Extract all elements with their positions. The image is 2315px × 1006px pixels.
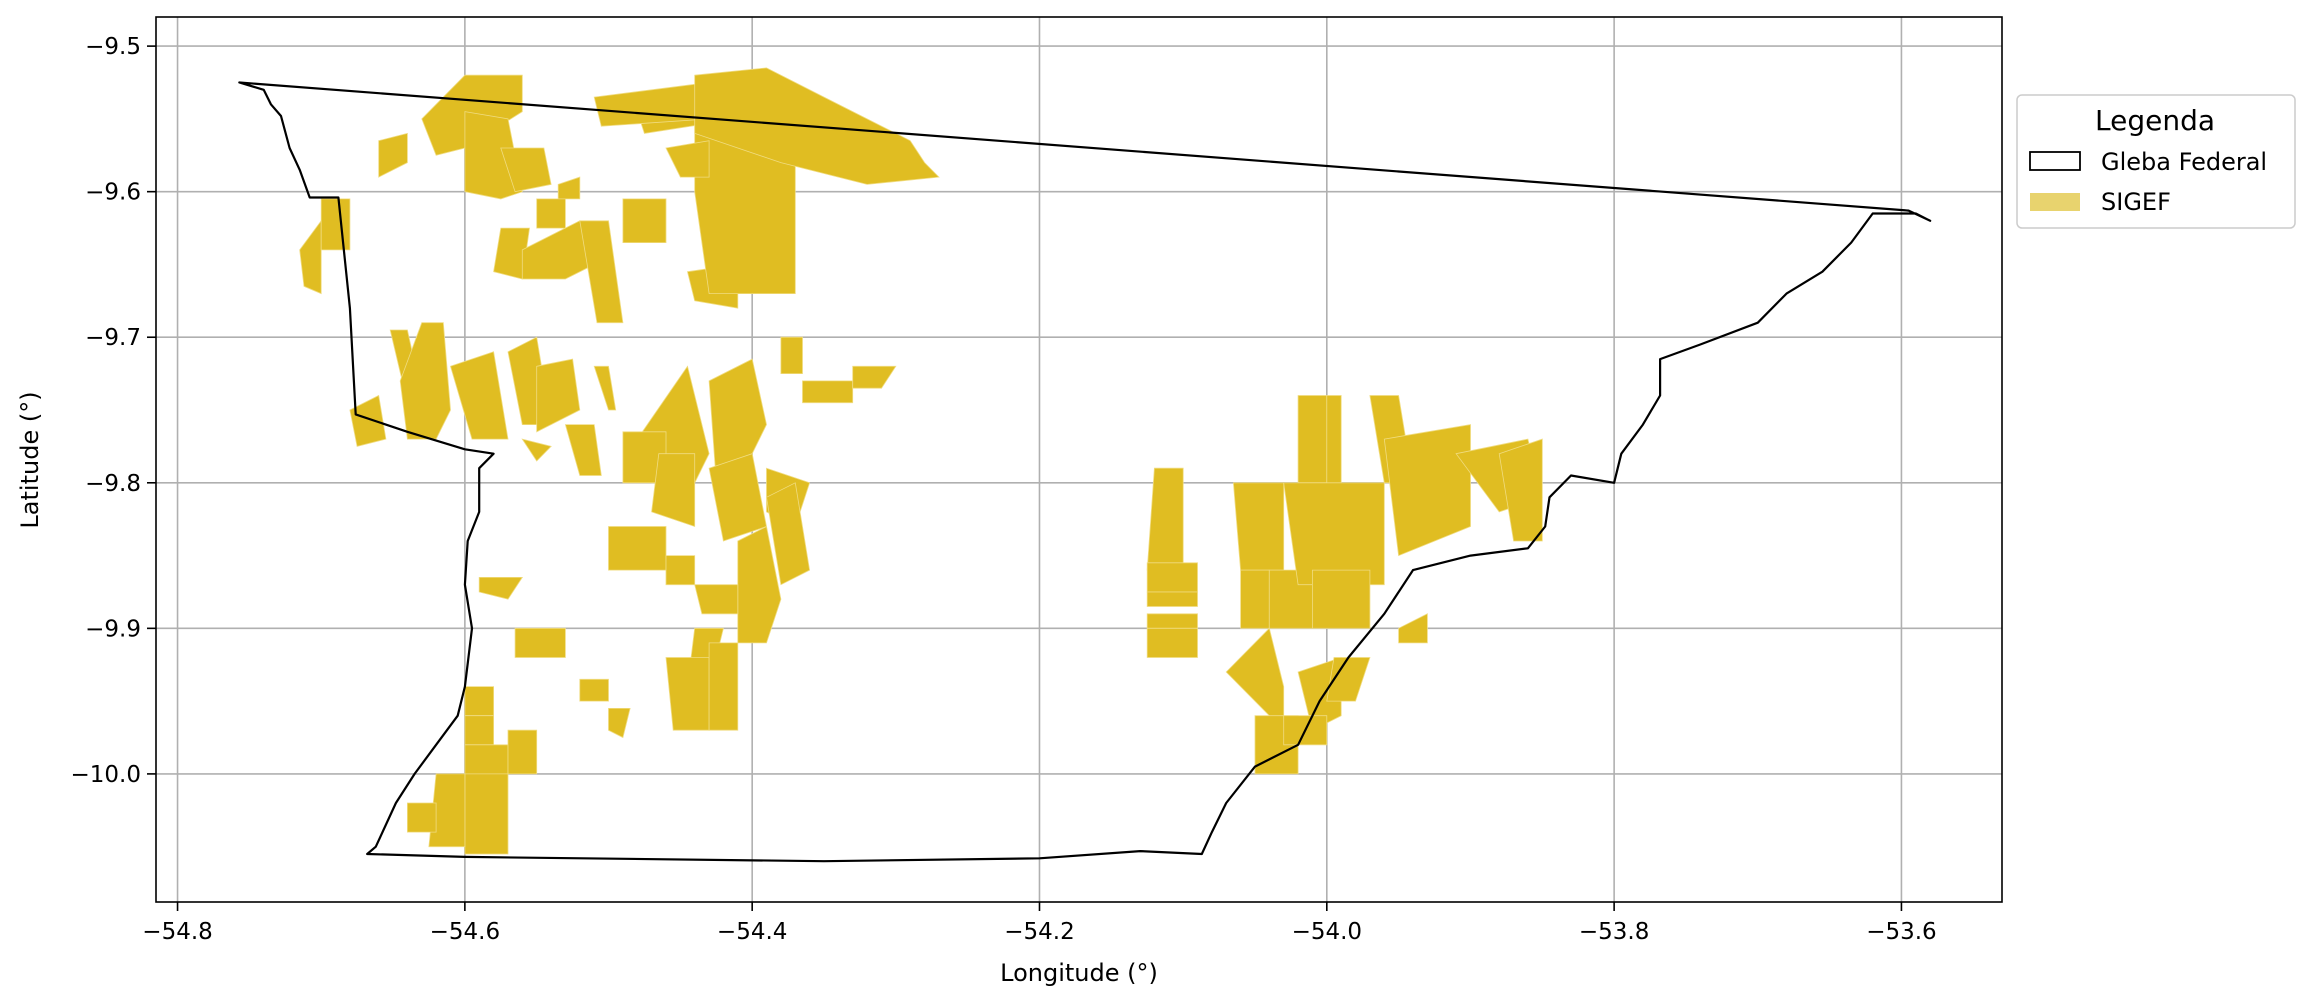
x-tick-label-6: −53.6: [1866, 919, 1936, 945]
sigef-parcel-10: [579, 220, 624, 324]
x-tick-label-3: −54.2: [1004, 919, 1074, 945]
sigef-parcel-73: [1297, 656, 1342, 731]
axis-ticks: −54.8 −54.6 −54.4 −54.2 −54.0 −53.8 −53.6 −9.5 −…: [71, 34, 1937, 945]
sigef-parcel-2: [464, 111, 523, 200]
sigef-parcel-15: [665, 140, 710, 178]
legend-gleba-swatch: [2029, 151, 2081, 171]
sigef-parcel-71: [1225, 627, 1285, 732]
x-tick-label-1: −54.6: [430, 919, 500, 945]
sigef-parcel-28: [593, 365, 617, 411]
legend-gleba-label: Gleba Federal: [2101, 148, 2267, 176]
sigef-parcel-40: [694, 584, 739, 615]
sigef-parcel-63: [1297, 395, 1328, 484]
sigef-parcel-36: [608, 526, 667, 571]
y-tick-label-2: −9.7: [85, 325, 141, 351]
sigef-parcel-47: [608, 708, 631, 739]
sigef-parcel-6: [320, 198, 351, 251]
plot-frame: [155, 16, 2003, 903]
sigef-parcel-3: [500, 147, 552, 193]
sigef-parcel-18: [780, 336, 803, 375]
sigef-parcel-22: [399, 322, 451, 440]
y-axis-label: Latitude (°): [16, 391, 44, 528]
legend: Legenda Gleba Federal SIGEF: [2016, 94, 2296, 229]
sigef-parcel-54: [507, 729, 538, 775]
sigef-parcel-1: [378, 132, 408, 178]
x-tick-label-2: −54.4: [717, 919, 787, 945]
sigef-parcel-44: [478, 577, 524, 600]
sigef-parcel-5: [299, 219, 322, 295]
sigef-parcel-45: [514, 627, 566, 658]
sigef-parcel-39: [766, 482, 811, 586]
x-tick-label-4: −54.0: [1292, 919, 1362, 945]
sigef-parcel-27: [521, 438, 552, 462]
sigef-parcel-56: [1146, 562, 1198, 593]
sigef-layer: [299, 67, 1543, 855]
sigef-parcel-43: [708, 642, 739, 731]
gleba-federal-layer: [238, 81, 1932, 863]
sigef-parcel-61: [1240, 569, 1270, 629]
sigef-parcel-68: [1383, 424, 1471, 557]
x-tick-label-0: −54.8: [142, 919, 212, 945]
sigef-parcel-8: [521, 220, 595, 280]
y-tick-label-4: −9.9: [85, 616, 141, 642]
sigef-parcel-49: [464, 715, 495, 746]
sigef-parcel-48: [464, 686, 495, 717]
sigef-parcel-38: [737, 525, 782, 644]
sigef-parcel-26: [536, 358, 581, 433]
x-axis-label: Longitude (°): [1000, 959, 1158, 987]
sigef-parcel-53: [406, 802, 437, 833]
sigef-parcel-70: [1498, 438, 1543, 542]
sigef-parcel-46: [579, 678, 609, 702]
y-tick-label-3: −9.8: [85, 471, 141, 497]
sigef-parcel-35: [564, 424, 602, 476]
gleba-federal-boundary: [238, 81, 1932, 863]
sigef-parcel-51: [464, 773, 509, 855]
sigef-parcel-67: [1312, 569, 1371, 629]
sigef-parcel-19: [802, 380, 854, 404]
sigef-parcel-9: [536, 198, 566, 229]
sigef-parcel-76: [1398, 613, 1428, 644]
y-tick-label-1: −9.6: [85, 180, 141, 206]
y-tick-label-0: −9.5: [85, 34, 141, 60]
legend-sigef-swatch: [2030, 193, 2080, 211]
sigef-parcel-20: [852, 365, 897, 389]
sigef-parcel-4: [557, 176, 581, 200]
y-tick-label-5: −10.0: [71, 762, 141, 788]
sigef-parcel-32: [651, 453, 696, 528]
sigef-parcel-66: [1283, 482, 1385, 586]
sigef-parcel-58: [1146, 613, 1198, 629]
sigef-parcel-59: [1146, 627, 1198, 658]
sigef-parcel-50: [464, 744, 509, 775]
legend-title: Legenda: [2095, 104, 2215, 137]
sigef-parcel-37: [665, 555, 696, 586]
sigef-parcel-57: [1146, 591, 1198, 607]
sigef-parcel-42: [665, 657, 710, 731]
x-tick-label-5: −53.8: [1579, 919, 1649, 945]
sigef-parcel-11: [622, 198, 667, 244]
sigef-parcel-23: [349, 394, 387, 447]
legend-box: [2016, 94, 2296, 229]
legend-sigef-label: SIGEF: [2101, 188, 2171, 216]
sigef-parcel-24: [450, 351, 509, 440]
sigef-parcel-60: [1232, 482, 1285, 571]
